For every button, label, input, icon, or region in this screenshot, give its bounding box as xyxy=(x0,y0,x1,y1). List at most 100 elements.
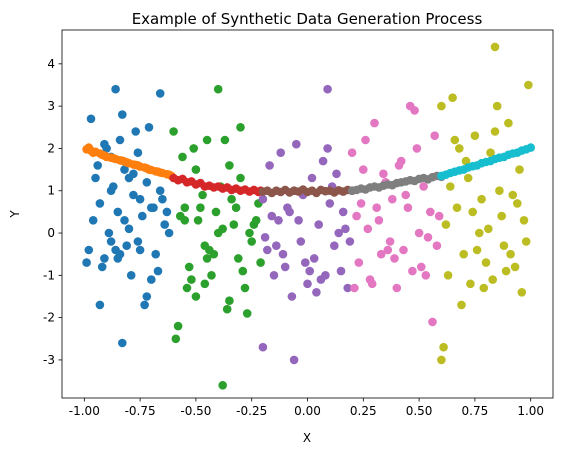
data-points xyxy=(82,42,535,390)
point-s2-42 xyxy=(213,228,223,238)
point-s6-0 xyxy=(347,148,357,157)
point-s2-29 xyxy=(231,203,241,212)
point-s0-45 xyxy=(100,139,109,149)
point-s4-2 xyxy=(265,161,274,170)
point-s8-32 xyxy=(439,342,448,352)
point-s2-5 xyxy=(189,144,198,153)
point-s6-39 xyxy=(428,317,437,327)
point-s2-37 xyxy=(238,266,248,276)
point-s2-40 xyxy=(191,165,201,174)
point-s6-18 xyxy=(414,228,424,238)
point-s6-38 xyxy=(405,101,415,111)
point-s0-31 xyxy=(162,207,172,217)
point-s0-37 xyxy=(133,237,143,246)
point-s2-30 xyxy=(242,309,252,318)
x-tick-label-2: -0.50 xyxy=(180,404,211,418)
x-tick-label-3: -0.25 xyxy=(236,404,267,418)
point-s4-32 xyxy=(260,233,270,242)
point-s8-39 xyxy=(517,288,527,297)
point-s0-25 xyxy=(115,135,125,145)
point-s0-49 xyxy=(111,84,120,94)
point-s6-12 xyxy=(392,283,402,293)
point-s6-32 xyxy=(350,283,359,293)
point-s4-20 xyxy=(332,169,341,179)
point-s4-28 xyxy=(312,288,321,297)
x-tick-label-0: -1.00 xyxy=(69,404,100,418)
y-tick-label-7: 4 xyxy=(47,57,55,71)
point-s0-47 xyxy=(129,169,138,179)
point-s0-48 xyxy=(142,292,152,301)
point-s0-27 xyxy=(129,190,138,200)
point-s2-26 xyxy=(198,190,207,200)
point-s8-7 xyxy=(463,173,473,183)
point-s6-28 xyxy=(401,190,411,200)
point-s0-29 xyxy=(144,123,154,132)
x-tick-label-5: 0.25 xyxy=(350,404,377,418)
point-s0-4 xyxy=(100,254,109,263)
point-s4-8 xyxy=(287,292,297,301)
point-s8-24 xyxy=(446,182,455,191)
point-s4-27 xyxy=(301,258,310,267)
point-s4-23 xyxy=(343,283,353,293)
point-s2-9 xyxy=(202,135,212,145)
point-s2-18 xyxy=(236,123,245,132)
point-s2-17 xyxy=(234,254,243,263)
point-s8-23 xyxy=(521,237,531,246)
point-s6-36 xyxy=(361,135,370,145)
x-axis-label: X xyxy=(303,431,311,445)
point-s8-15 xyxy=(492,101,502,111)
point-s2-6 xyxy=(191,292,201,301)
point-s6-21 xyxy=(426,207,435,217)
point-s8-20 xyxy=(510,262,520,272)
point-s0-38 xyxy=(147,275,156,284)
point-s0-3 xyxy=(95,199,105,208)
point-s2-16 xyxy=(229,220,239,229)
point-s8-29 xyxy=(501,266,511,276)
y-tick-label-4: 1 xyxy=(47,184,55,198)
point-s6-2 xyxy=(354,258,364,267)
point-s8-21 xyxy=(515,165,524,174)
point-s8-30 xyxy=(513,199,522,208)
point-s6-34 xyxy=(394,161,404,170)
point-s2-12 xyxy=(213,84,223,94)
point-s8-19 xyxy=(508,190,518,200)
x-tick-label-7: 0.75 xyxy=(462,404,489,418)
point-s2-1 xyxy=(173,321,183,331)
point-s0-39 xyxy=(158,194,167,204)
point-s4-31 xyxy=(345,237,355,246)
point-s4-21 xyxy=(336,266,346,276)
y-tick-label-0: -3 xyxy=(43,353,55,367)
point-s4-15 xyxy=(314,220,324,229)
y-tick-label-3: 0 xyxy=(47,226,55,240)
point-s4-42 xyxy=(258,342,268,352)
point-s8-36 xyxy=(450,135,460,145)
point-s8-28 xyxy=(490,127,500,136)
point-s4-13 xyxy=(307,173,317,183)
point-s8-40 xyxy=(437,355,446,365)
point-s6-15 xyxy=(403,203,413,212)
x-tick-label-4: 0.00 xyxy=(294,404,321,418)
point-s6-22 xyxy=(430,131,440,140)
point-s8-10 xyxy=(475,228,484,238)
point-s0-53 xyxy=(118,338,127,348)
point-s0-10 xyxy=(120,165,129,174)
point-s2-4 xyxy=(184,262,194,272)
point-s8-34 xyxy=(484,224,493,234)
point-s0-44 xyxy=(149,203,158,212)
point-s2-23 xyxy=(256,258,265,267)
point-s0-30 xyxy=(153,266,163,276)
point-s8-38 xyxy=(495,186,504,195)
point-s0-9 xyxy=(118,110,127,119)
x-axis-ticks: -1.00 -0.75 -0.50 -0.25 0.00 0.25 0.50 0.75 1.00 xyxy=(69,398,544,418)
point-s2-7 xyxy=(196,203,205,212)
point-s8-22 xyxy=(519,216,529,225)
point-s0-23 xyxy=(97,262,107,272)
x-tick-label-6: 0.50 xyxy=(406,404,433,418)
point-s0-46 xyxy=(113,254,123,263)
point-s0-13 xyxy=(131,127,140,136)
point-s0-43 xyxy=(135,245,145,255)
point-s0-19 xyxy=(155,186,165,195)
point-s6-7 xyxy=(374,216,384,225)
point-s2-33 xyxy=(193,216,203,225)
point-s0-12 xyxy=(126,271,136,280)
